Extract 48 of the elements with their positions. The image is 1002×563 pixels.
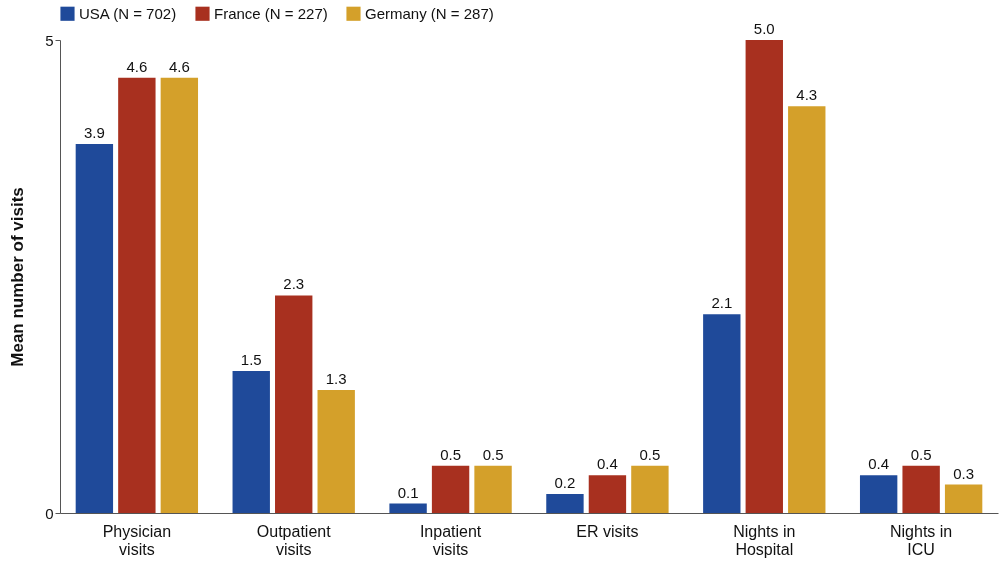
data-label: 0.5 xyxy=(639,445,661,463)
bar xyxy=(160,77,199,513)
x-tick-label: Nights in Hospital xyxy=(733,522,796,558)
legend-label: France (N = 227) xyxy=(214,4,328,22)
legend-label: Germany (N = 287) xyxy=(365,4,494,22)
x-tick-label: Physician visits xyxy=(102,522,172,558)
legend-label: USA (N = 702) xyxy=(79,4,177,22)
bar xyxy=(431,465,470,513)
bar xyxy=(944,484,983,513)
data-label: 4.3 xyxy=(796,86,818,104)
data-label: 0.4 xyxy=(597,455,618,473)
bar xyxy=(859,475,898,513)
y-axis-title: Mean number of visits xyxy=(8,187,28,367)
x-tick-label: ER visits xyxy=(576,522,639,540)
bar xyxy=(275,295,313,513)
bar xyxy=(588,475,627,513)
data-label: 0.1 xyxy=(397,483,419,501)
bar xyxy=(745,40,783,513)
data-label: 0.5 xyxy=(910,445,932,463)
data-label: 0.5 xyxy=(482,445,504,463)
x-tick-label: Outpatient visits xyxy=(256,522,332,558)
bar xyxy=(75,144,114,513)
data-label: 3.9 xyxy=(83,124,105,142)
data-label: 4.6 xyxy=(168,57,190,75)
bar xyxy=(788,106,826,513)
bar xyxy=(546,494,584,513)
bar xyxy=(631,465,669,513)
data-label: 2.3 xyxy=(283,275,305,293)
data-label: 1.3 xyxy=(325,370,347,388)
data-label: 1.5 xyxy=(240,351,262,369)
bar xyxy=(902,465,940,513)
data-label: 0.2 xyxy=(554,474,576,492)
bar xyxy=(703,314,741,513)
data-label: 0.5 xyxy=(440,445,461,463)
x-tick-label: Nights in ICU xyxy=(890,522,953,558)
data-label: 0.3 xyxy=(953,464,975,482)
y-tick-label: 5 xyxy=(45,31,54,49)
bar xyxy=(118,77,156,513)
y-tick-label: 0 xyxy=(45,504,54,522)
bar xyxy=(474,465,512,513)
bar xyxy=(389,503,427,513)
data-label: 5.0 xyxy=(753,20,775,37)
data-label: 4.6 xyxy=(126,57,148,75)
bar xyxy=(317,390,355,513)
bar xyxy=(232,371,270,513)
data-label: 0.4 xyxy=(868,455,890,473)
data-label: 2.1 xyxy=(711,294,733,312)
x-tick-label: Inpatient visits xyxy=(419,522,482,558)
